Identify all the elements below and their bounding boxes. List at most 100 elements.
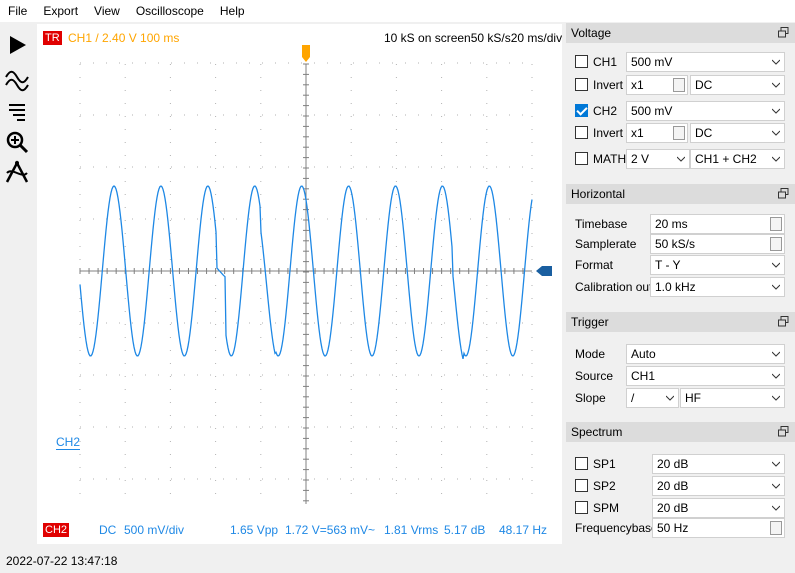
invert1-multiplier[interactable]: x1 [626, 75, 688, 95]
chevron-down-icon [772, 483, 780, 489]
float-icon[interactable] [778, 27, 789, 38]
invert1-checkbox[interactable] [575, 78, 588, 91]
play-icon[interactable] [2, 30, 32, 60]
math-mode-value: CH1 + CH2 [695, 152, 757, 166]
timebase-label: Timebase [575, 217, 628, 231]
timebase-value: 20 ms [655, 217, 688, 231]
ch2-checkbox[interactable] [575, 104, 588, 117]
frequency-readout: 48.17 Hz [499, 523, 548, 537]
float-icon[interactable] [778, 316, 789, 327]
spinner-icon[interactable] [770, 237, 782, 251]
menu-oscilloscope[interactable]: Oscilloscope [135, 4, 204, 18]
math-checkbox[interactable] [575, 152, 588, 165]
source-label: Source [575, 369, 614, 383]
invert1-coupling-value: DC [695, 78, 713, 92]
db-readout: 5.17 dB [444, 523, 486, 537]
format-select[interactable]: T - Y [650, 255, 785, 275]
spinner-icon[interactable] [673, 126, 685, 140]
frequencybase-spinner[interactable]: 50 Hz [652, 518, 785, 538]
spinner-icon[interactable] [770, 217, 782, 231]
frequencybase-value: 50 Hz [657, 521, 689, 535]
sp1-select[interactable]: 20 dB [652, 454, 785, 474]
invert1-label: Invert [593, 78, 624, 92]
trigger-title: Trigger [571, 315, 609, 329]
trigger-dock-title: Trigger [566, 312, 795, 332]
trigger-dock: Trigger Mode Auto Source CH1 Slope / HF [566, 312, 795, 414]
chevron-down-icon [666, 395, 674, 401]
menu-view[interactable]: View [94, 4, 120, 18]
horizontal-title: Horizontal [571, 187, 626, 201]
mode-select[interactable]: Auto [626, 344, 785, 364]
math-label: MATH [593, 152, 627, 166]
spinner-icon[interactable] [673, 78, 685, 92]
waveform-icon[interactable] [2, 66, 32, 96]
invert2-multiplier[interactable]: x1 [626, 123, 688, 143]
zoom-in-icon[interactable] [2, 96, 32, 126]
spm-select[interactable]: 20 dB [652, 498, 785, 518]
math-gain-select[interactable]: 2 V [626, 149, 690, 169]
spm-label: SPM [593, 501, 620, 515]
menu-export[interactable]: Export [43, 4, 79, 18]
invert2-label: Invert [593, 126, 624, 140]
chevron-down-icon [772, 284, 780, 290]
math-mode-select[interactable]: CH1 + CH2 [690, 149, 785, 169]
spectrum-title: Spectrum [571, 425, 623, 439]
chevron-down-icon [772, 82, 780, 88]
measure-icon[interactable] [2, 127, 32, 157]
calibration-select[interactable]: 1.0 kHz [650, 277, 785, 297]
chevron-down-icon [772, 373, 780, 379]
frequencybase-label: Frequencybase [575, 521, 658, 535]
voltage-dock: Voltage CH1 500 mV Invert x1 DC CH2 500 … [566, 23, 795, 176]
source-value: CH1 [631, 369, 656, 383]
samplerate-spinner[interactable]: 50 kS/s [650, 234, 785, 254]
source-select[interactable]: CH1 [626, 366, 785, 386]
chevron-down-icon [772, 59, 780, 65]
samplerate-label: Samplerate [575, 237, 637, 251]
calibration-value: 1.0 kHz [655, 280, 696, 294]
cursor-icon[interactable] [2, 158, 32, 188]
horizontal-dock-title: Horizontal [566, 184, 795, 204]
acquisition-info: 10 kS on screen50 kS/s20 ms/div [384, 31, 563, 45]
ch2-gain-select[interactable]: 500 mV [626, 101, 785, 121]
trigger-position-marker [302, 45, 310, 62]
ch2-gain-value: 500 mV [631, 104, 673, 118]
voltage-dock-title: Voltage [566, 23, 795, 43]
spectrum-dock: Spectrum SP1 20 dB SP2 20 dB SPM 20 dB F… [566, 422, 795, 544]
sp2-select[interactable]: 20 dB [652, 476, 785, 496]
invert1-coupling-select[interactable]: DC [690, 75, 785, 95]
ch1-gain-select[interactable]: 500 mV [626, 52, 785, 72]
menu-file[interactable]: File [8, 4, 28, 18]
slope-label: Slope [575, 391, 606, 405]
ch1-checkbox[interactable] [575, 55, 588, 68]
oscilloscope-display[interactable]: TR CH1 / 2.40 V 100 ms 10 kS on screen50… [37, 24, 562, 544]
invert2-mult-value: x1 [631, 126, 644, 140]
menu-help[interactable]: Help [219, 4, 245, 18]
float-icon[interactable] [778, 188, 789, 199]
trigger-badge: TR [43, 31, 62, 45]
sp1-checkbox[interactable] [575, 457, 588, 470]
slope-select[interactable]: / [626, 388, 679, 408]
invert2-checkbox[interactable] [575, 126, 588, 139]
trigger-info: CH1 / 2.40 V 100 ms [68, 31, 180, 45]
invert2-coupling-select[interactable]: DC [690, 123, 785, 143]
ch2-waveform [79, 185, 533, 360]
float-icon[interactable] [778, 426, 789, 437]
status-bar: 2022-07-22 13:47:18 [0, 549, 795, 573]
chevron-down-icon [772, 262, 780, 268]
timebase-spinner[interactable]: 20 ms [650, 214, 785, 234]
sp2-value: 20 dB [657, 479, 689, 493]
sp1-label: SP1 [593, 457, 616, 471]
sp2-checkbox[interactable] [575, 479, 588, 492]
horizontal-dock: Horizontal Timebase 20 ms Samplerate 50 … [566, 184, 795, 304]
sp2-label: SP2 [593, 479, 616, 493]
format-value: T - Y [655, 258, 681, 272]
ch1-gain-value: 500 mV [631, 55, 673, 69]
chevron-down-icon [772, 395, 780, 401]
menu-bar: File Export View Oscilloscope Help [0, 0, 795, 22]
spm-checkbox[interactable] [575, 501, 588, 514]
math-gain-value: 2 V [631, 152, 650, 166]
slope-filter-select[interactable]: HF [680, 388, 785, 408]
sp1-value: 20 dB [657, 457, 689, 471]
channel-level-marker [536, 266, 552, 276]
spinner-icon[interactable] [770, 521, 782, 535]
